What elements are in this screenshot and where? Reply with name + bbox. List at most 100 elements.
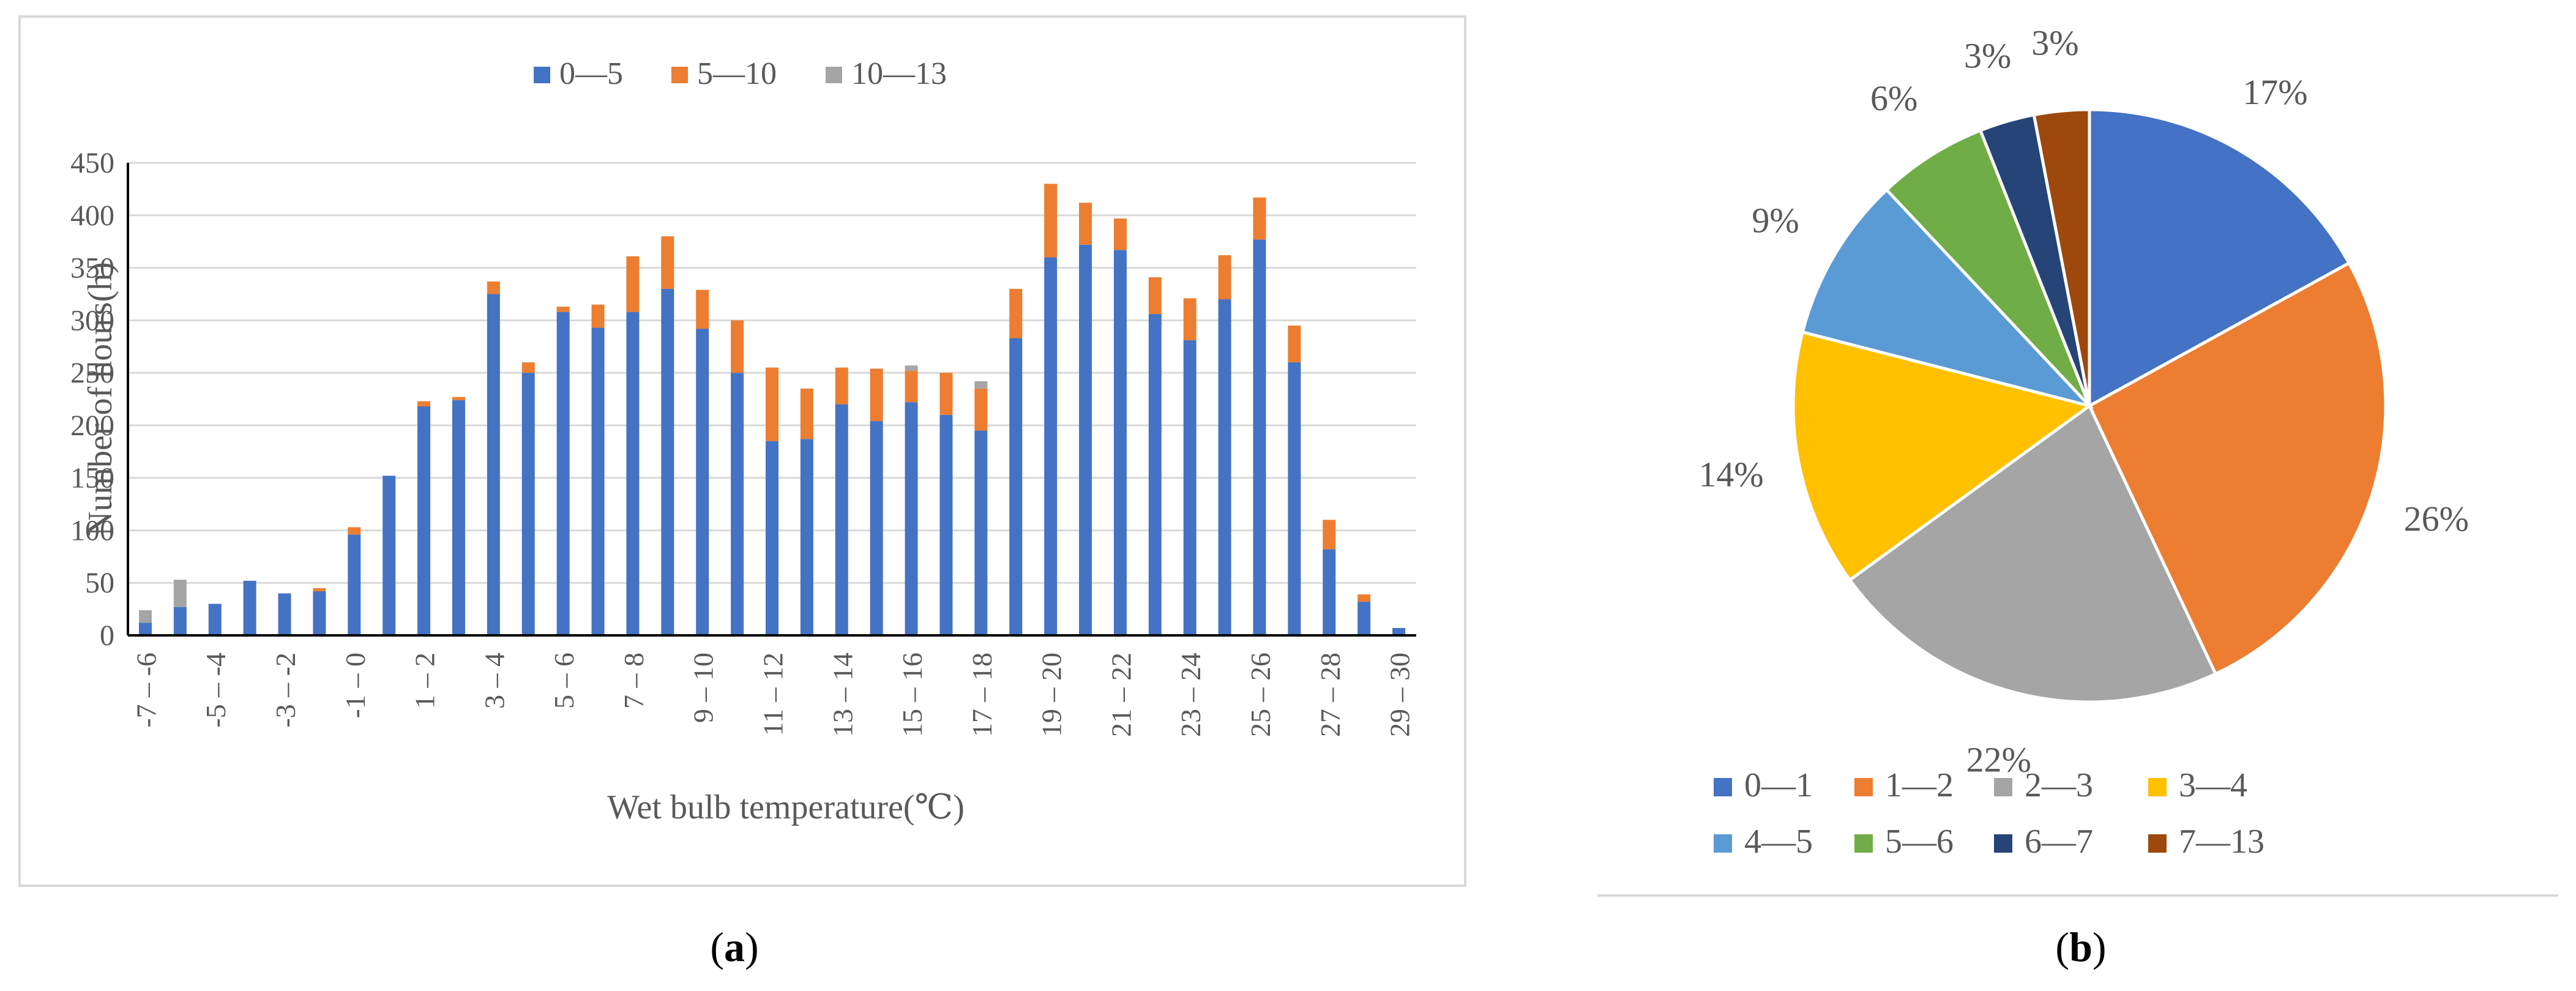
pie-data-label: 22% <box>1966 739 2031 779</box>
legend-label-6: 5—6 <box>1885 823 1954 861</box>
pie-data-label: 3% <box>2031 23 2078 63</box>
bar-segment-1 <box>1044 257 1058 635</box>
bar-segment-2 <box>1044 184 1058 258</box>
pie-slice-2 <box>2087 261 2387 676</box>
bar-segment-1 <box>173 607 187 635</box>
pie-slice-1 <box>2088 108 2351 409</box>
bar-segment-1 <box>1009 338 1023 635</box>
bar-segment-1 <box>974 430 988 635</box>
legend-label-2: 5—10 <box>697 56 777 91</box>
x-tick-label: 15 – 16 <box>897 653 928 737</box>
bar-segment-1 <box>243 580 256 635</box>
bar-segment-2 <box>1113 218 1127 250</box>
y-tick-label: 150 <box>70 462 114 495</box>
bar-segment-1 <box>1183 340 1197 635</box>
bar-segment-1 <box>905 402 918 635</box>
pie-data-label: 17% <box>2242 72 2307 112</box>
subfigure-label-a: (a) <box>710 924 759 970</box>
chart-b-frame: 17% 26% 22% 14% 9% 6% 3% 3% 0—1 1—2 2—3 3—4 4—5 5—6 6—… <box>1597 15 2558 897</box>
bar-segment-2 <box>1253 197 1266 240</box>
bar-segment-2 <box>452 397 465 400</box>
bar-segment-3 <box>905 365 918 371</box>
bar-segment-2 <box>556 307 570 312</box>
legend-label-1: 0—5 <box>559 56 623 91</box>
x-axis-title: Wet bulb temperature(℃) <box>607 788 965 826</box>
legend-swatch-8 <box>2148 834 2167 853</box>
subfigure-label-b: (b) <box>2055 924 2107 970</box>
legend-label-5: 4—5 <box>1744 823 1813 861</box>
x-tick-label: -1 – 0 <box>340 653 371 718</box>
bar-segment-1 <box>278 593 291 635</box>
x-tick-label: -7 – -6 <box>130 653 162 728</box>
bar-segment-3 <box>138 610 152 623</box>
bar-segment-1 <box>800 439 813 635</box>
bar-segment-1 <box>731 373 744 635</box>
legend-label-1: 0—1 <box>1744 766 1813 804</box>
bar-segment-2 <box>1218 255 1231 300</box>
bar-segment-1 <box>1253 239 1266 635</box>
x-tick-label: 29 – 30 <box>1384 653 1416 737</box>
bar-segment-1 <box>1357 602 1371 635</box>
y-tick-label: 400 <box>70 200 114 232</box>
legend-swatch-3 <box>826 67 842 83</box>
bar-segment-1 <box>313 591 326 635</box>
legend-label-3: 10—13 <box>851 56 947 91</box>
y-tick-label: 0 <box>100 619 114 652</box>
bar-segment-1 <box>1323 549 1336 635</box>
legend-swatch-7 <box>1994 834 2012 853</box>
pie-chart: 17% 26% 22% 14% 9% 6% 3% 3% 0—1 1—2 2—3 3—4 4—5 5—6 6—… <box>1698 23 2469 861</box>
bar-segment-1 <box>626 312 640 635</box>
bar-segment-2 <box>348 527 361 535</box>
legend-swatch-5 <box>1714 834 1732 853</box>
bar-segment-1 <box>487 294 500 635</box>
x-tick-label: 27 – 28 <box>1315 653 1346 737</box>
pie-slice-5 <box>1801 187 2094 409</box>
bar-segment-2 <box>1183 298 1197 340</box>
legend-label-7: 6—7 <box>2025 823 2093 861</box>
pie-data-label: 14% <box>1698 455 1763 495</box>
bar-segment-2 <box>1079 203 1092 245</box>
pie-data-label: 26% <box>2404 499 2469 539</box>
bar-segment-2 <box>1288 325 1301 362</box>
bar-segment-1 <box>1218 299 1231 635</box>
legend-swatch-4 <box>2148 778 2167 796</box>
legend-swatch-2 <box>1854 778 1873 796</box>
pie-slice-4 <box>1791 330 2093 582</box>
x-tick-label: 3 – 4 <box>479 653 510 709</box>
bar-segment-1 <box>870 421 883 635</box>
x-tick-label: 25 – 26 <box>1245 653 1276 737</box>
bar-segment-2 <box>487 281 500 294</box>
bar-segment-1 <box>1113 250 1127 635</box>
pie-slice-3 <box>1847 403 2218 704</box>
bar-segment-1 <box>452 400 465 635</box>
bar-segment-2 <box>766 367 778 441</box>
legend-label-3: 2—3 <box>2025 766 2093 804</box>
bar-segment-1 <box>1392 627 1406 635</box>
chart-a-frame: 0 50 100 150 200 250 300 350 400 450 -7 – -6 -5 – -… <box>18 15 1466 887</box>
legend-swatch-6 <box>1854 834 1873 853</box>
bar-segment-2 <box>696 290 709 329</box>
bar-segment-2 <box>974 388 988 431</box>
x-tick-label: 23 – 24 <box>1175 653 1206 737</box>
bar-segment-2 <box>1148 277 1162 315</box>
pie-data-label: 9% <box>1752 201 1799 241</box>
y-axis-title: Number of hours(h) <box>81 262 119 536</box>
bar-segment-1 <box>591 327 605 635</box>
x-tick-label: -3 – -2 <box>270 653 301 728</box>
pie-data-label: 3% <box>1964 36 2011 76</box>
pie-slice-8 <box>2032 108 2091 406</box>
bar-segment-1 <box>696 329 709 635</box>
y-tick-label: 250 <box>70 357 114 389</box>
legend-label-4: 3—4 <box>2179 766 2247 804</box>
bar-segment-1 <box>417 406 431 635</box>
bar-segment-1 <box>556 312 570 635</box>
x-tick-label: 11 – 12 <box>758 653 789 736</box>
bar-segment-2 <box>905 370 918 403</box>
bar-segment-2 <box>626 256 640 312</box>
x-tick-label: 17 – 18 <box>966 653 998 737</box>
pie-data-label: 6% <box>1870 78 1917 118</box>
bar-segment-1 <box>383 476 396 635</box>
x-tick-label: 19 – 20 <box>1036 653 1067 737</box>
bar-chart: 0 50 100 150 200 250 300 350 400 450 -7 – -6 -5 – -… <box>70 56 1416 826</box>
y-tick-label: 450 <box>70 147 114 179</box>
